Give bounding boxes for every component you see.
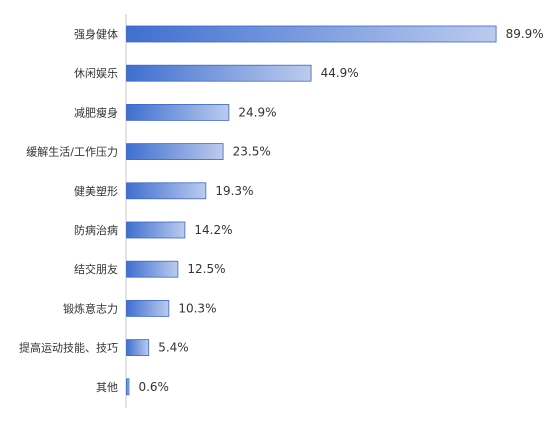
value-label: 10.3% <box>178 301 216 315</box>
category-label: 结交朋友 <box>74 262 118 276</box>
bar <box>126 25 497 43</box>
plot-area: 强身健体 89.9% 休闲娱乐 44.9% 减肥瘦身 24.9% 缓解生活/工作压力 23.5… <box>19 14 544 408</box>
value-label: 44.9% <box>321 66 359 80</box>
category-label: 健美塑形 <box>74 184 118 198</box>
category-label: 休闲娱乐 <box>74 66 118 80</box>
value-label: 24.9% <box>238 105 276 119</box>
category-label: 强身健体 <box>74 27 118 41</box>
category-label: 其他 <box>96 381 118 394</box>
value-label: 89.9% <box>506 27 544 41</box>
category-label: 锻炼意志力 <box>63 301 118 315</box>
bar <box>126 299 170 317</box>
value-label: 12.5% <box>187 262 225 276</box>
bar <box>126 104 230 121</box>
bar <box>126 378 130 396</box>
value-label: 5.4% <box>158 341 189 355</box>
bar <box>126 339 150 357</box>
value-label: 0.6% <box>138 380 169 394</box>
value-label: 23.5% <box>233 145 271 159</box>
category-label: 缓解生活/工作压力 <box>26 145 118 159</box>
bar <box>126 143 224 161</box>
bar <box>126 221 186 239</box>
category-label: 提高运动技能、技巧 <box>19 341 118 355</box>
bar <box>126 182 207 200</box>
bar <box>126 64 312 82</box>
category-label: 减肥瘦身 <box>74 105 118 119</box>
category-label: 防病治病 <box>74 223 118 237</box>
value-label: 14.2% <box>194 223 232 237</box>
bar <box>126 260 179 278</box>
value-label: 19.3% <box>215 184 253 198</box>
